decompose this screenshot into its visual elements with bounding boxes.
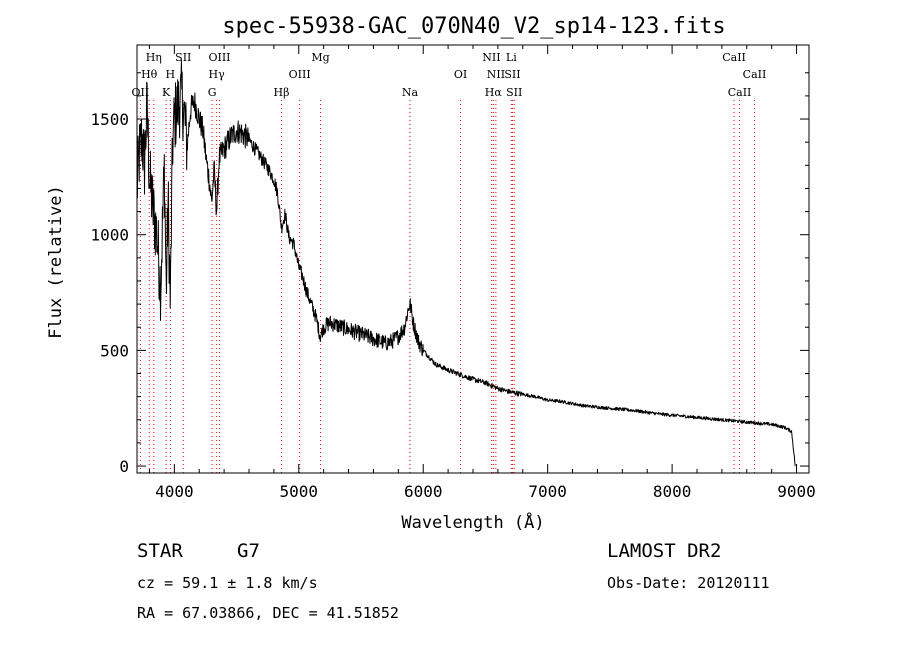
line-marker-label: OIII <box>289 68 311 81</box>
y-tick-label: 500 <box>100 341 129 360</box>
coordinates-text: RA = 67.03866, DEC = 41.51852 <box>137 604 399 622</box>
line-marker-label: Hα <box>485 86 503 99</box>
line-marker-label: CaII <box>728 86 752 99</box>
y-axis-label: Flux (relative) <box>46 185 66 339</box>
obs-date: Obs-Date: 20120111 <box>607 574 770 592</box>
x-axis-label: Wavelength (Å) <box>401 511 544 533</box>
survey-name: LAMOST DR2 <box>607 540 721 562</box>
x-tick-label: 5000 <box>280 482 319 501</box>
line-marker-label: OIII <box>208 51 230 64</box>
line-marker-label: CaII <box>743 68 767 81</box>
y-tick-label: 0 <box>119 457 129 476</box>
line-marker-label: NII <box>487 68 505 81</box>
object-subclass: G7 <box>237 540 260 562</box>
object-class: STAR <box>137 540 183 562</box>
line-marker-label: OI <box>454 68 467 81</box>
line-marker-label: H <box>166 68 176 81</box>
line-marker-label: G <box>208 86 217 99</box>
x-tick-label: 8000 <box>653 482 692 501</box>
line-marker-label: Hγ <box>209 68 226 81</box>
line-marker-label: Hθ <box>141 68 158 81</box>
line-marker-label: Li <box>506 51 517 64</box>
redshift-text: cz = 59.1 ± 1.8 km/s <box>137 574 318 592</box>
x-tick-label: 7000 <box>528 482 567 501</box>
line-marker-label: K <box>162 86 171 99</box>
line-marker-label: Hβ <box>274 86 290 99</box>
line-marker-label: NII <box>482 51 500 64</box>
plot-frame <box>136 44 810 474</box>
x-tick-label: 9000 <box>777 482 816 501</box>
y-tick-label: 1000 <box>90 226 129 245</box>
y-axis-ticks: 0 500 1000 1500 <box>90 72 809 476</box>
line-marker-label: SII <box>504 68 520 81</box>
x-axis-ticks: 4000 5000 6000 7000 8000 9000 <box>148 45 816 501</box>
line-marker-label: CaII <box>722 51 746 64</box>
x-tick-label: 6000 <box>404 482 443 501</box>
line-marker-label: OII <box>132 86 150 99</box>
line-marker-label: Mg <box>311 51 329 64</box>
line-marker-label: Hη <box>146 51 162 64</box>
spectrum-line <box>136 59 796 467</box>
y-tick-label: 1500 <box>90 110 129 129</box>
spectral-line-markers <box>139 100 755 473</box>
x-tick-label: 4000 <box>155 482 194 501</box>
line-marker-label: SII <box>175 51 191 64</box>
chart-title: spec-55938-GAC_070N40_V2_sp14-123.fits <box>222 14 725 39</box>
line-marker-label: SII <box>506 86 522 99</box>
line-marker-label: Na <box>402 86 419 99</box>
